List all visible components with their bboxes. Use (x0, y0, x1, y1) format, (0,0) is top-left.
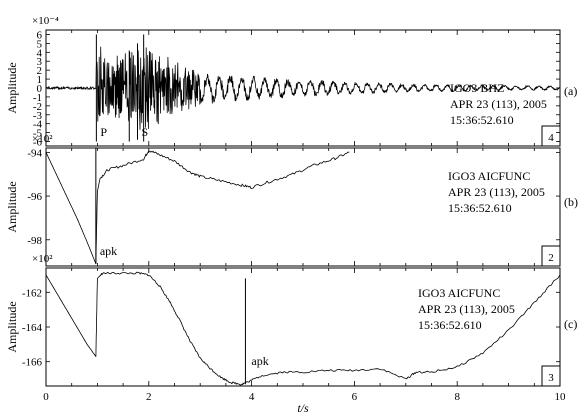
y-tick-label: 3 (37, 56, 43, 68)
y-tick-label: 4 (37, 47, 43, 59)
y-tick-label: -96 (27, 191, 42, 203)
page-number: 2 (548, 252, 554, 264)
x-tick-label: 2 (146, 391, 152, 403)
x-tick-label: 4 (249, 391, 255, 403)
x-tick-label: 8 (454, 391, 460, 403)
panel-c: -162 -164 -166 ×10² Amplitude (c) 3 IGO3 AICFUN… (5, 253, 577, 415)
station-info-line: APR 23 (113), 2005 (450, 97, 547, 111)
station-info-line: 15:36:52.610 (450, 113, 514, 127)
panel-b: -94 -96 -98 ×10² Amplitude (b) 2 IGO3 AICFUNC AP… (5, 133, 578, 267)
y-tick-label: 1 (37, 74, 43, 86)
station-info-line: APR 23 (113), 2005 (418, 302, 515, 316)
x-tick-label: 6 (352, 391, 358, 403)
station-info-line: IGO3 AICFUNC (448, 169, 530, 183)
panel-label: (a) (564, 84, 577, 98)
page-number-box (541, 245, 561, 267)
y-tick-label: 2 (37, 65, 43, 77)
page-number-box (541, 125, 561, 147)
y-tick-label: -6 (33, 137, 43, 149)
page-number: 3 (548, 372, 554, 384)
x-tick-label: 10 (555, 391, 567, 403)
phase-marker-label: S (141, 125, 148, 139)
station-info-line: 15:36:52.610 (418, 318, 482, 332)
y-tick-label: -5 (33, 128, 43, 140)
station-info-line: APR 23 (113), 2005 (448, 185, 545, 199)
x-tick-label: 0 (43, 391, 49, 403)
y-axis-label: Amplitude (5, 301, 19, 352)
scale-label: ×10⁻⁴ (32, 15, 59, 27)
series-line (45, 46, 561, 130)
pick-label: apk (251, 354, 268, 368)
x-axis-label: t/s (297, 401, 309, 415)
pick-label: apk (100, 244, 117, 258)
y-tick-label: -1 (33, 92, 42, 104)
series-line (45, 150, 350, 265)
y-axis-label: Amplitude (5, 62, 19, 113)
y-tick-label: -98 (27, 235, 42, 247)
page-number-box (541, 365, 561, 387)
y-tick-label: -2 (33, 101, 42, 113)
y-tick-label: -3 (33, 110, 43, 122)
y-tick-label: -4 (33, 119, 43, 131)
series-line (45, 271, 561, 386)
y-tick-label: -162 (22, 287, 42, 299)
station-info-line: IGO3 BHZ (450, 81, 504, 95)
scale-label: ×10² (32, 253, 53, 265)
y-tick-label: 6 (37, 29, 43, 41)
page-number: 4 (548, 132, 554, 144)
y-tick-label: -164 (22, 322, 43, 334)
y-tick-label: -166 (22, 357, 43, 369)
station-info-line: IGO3 AICFUNC (418, 286, 500, 300)
y-tick-label: 5 (37, 38, 43, 50)
y-tick-label: 0 (37, 83, 43, 95)
y-axis-label: Amplitude (5, 181, 19, 232)
scale-label: ×10² (32, 133, 53, 145)
panel-label: (c) (564, 317, 577, 331)
panel-label: (b) (564, 195, 578, 209)
station-info-line: 15:36:52.610 (448, 201, 512, 215)
y-tick-label: -94 (27, 147, 42, 159)
phase-marker-label: P (100, 125, 107, 139)
